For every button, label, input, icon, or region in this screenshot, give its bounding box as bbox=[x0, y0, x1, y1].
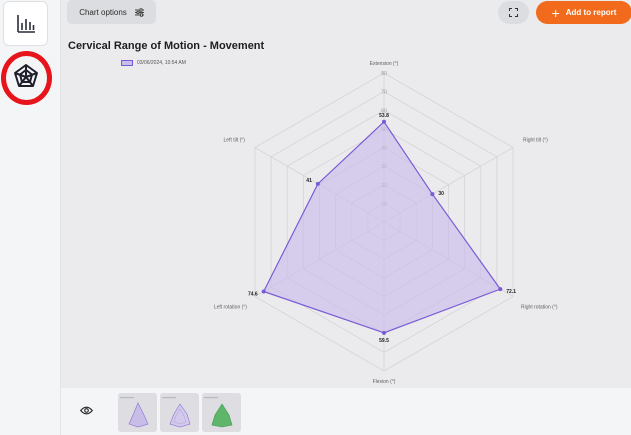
tick-label: 80 bbox=[381, 71, 387, 77]
fullscreen-icon bbox=[509, 8, 518, 17]
axis-label: Flexion (°) bbox=[373, 379, 396, 385]
data-label: 72.1 bbox=[506, 289, 516, 295]
data-label: 59.5 bbox=[379, 338, 389, 344]
thumbnail-radar-icon bbox=[120, 397, 149, 428]
sidebar bbox=[0, 0, 61, 435]
thumbnail-strip bbox=[61, 388, 631, 435]
axis-label: Left tilt (°) bbox=[224, 138, 246, 144]
chart-title: Cervical Range of Motion - Movement bbox=[68, 40, 265, 52]
radar-chart: 1020304050607080Extension (°)Right tilt … bbox=[214, 61, 558, 385]
axis-label: Right rotation (°) bbox=[521, 305, 558, 311]
axis-label: Left rotation (°) bbox=[214, 305, 247, 311]
data-label: 30 bbox=[438, 191, 444, 197]
data-label: 53.8 bbox=[379, 113, 389, 119]
data-point[interactable] bbox=[261, 289, 266, 294]
add-to-report-label: Add to report bbox=[565, 8, 617, 17]
data-point[interactable] bbox=[315, 181, 320, 186]
data-point[interactable] bbox=[382, 330, 386, 335]
tick-label: 60 bbox=[381, 108, 387, 114]
add-to-report-button[interactable]: + Add to report bbox=[536, 1, 631, 24]
thumbnail-radar-icon bbox=[204, 397, 233, 428]
tick-label: 70 bbox=[381, 90, 387, 96]
thumbnail-radar-icon bbox=[162, 397, 191, 428]
chart-thumbnail-3[interactable] bbox=[202, 393, 241, 432]
data-label: 74.6 bbox=[248, 291, 258, 297]
data-label: 41 bbox=[306, 178, 312, 184]
plus-icon: + bbox=[551, 4, 560, 21]
chart-thumbnail-1[interactable] bbox=[118, 393, 157, 432]
fullscreen-button[interactable] bbox=[498, 1, 529, 24]
legend-swatch bbox=[121, 60, 133, 66]
chart-options-button[interactable]: Chart options bbox=[67, 0, 156, 24]
data-point[interactable] bbox=[498, 287, 503, 292]
sliders-icon bbox=[134, 7, 144, 17]
axis-label: Extension (°) bbox=[370, 61, 399, 67]
axis-label: Right tilt (°) bbox=[523, 138, 548, 144]
chart-options-label: Chart options bbox=[79, 7, 127, 17]
data-point[interactable] bbox=[382, 119, 386, 124]
eye-icon[interactable] bbox=[80, 406, 93, 415]
legend-label: 03/06/2024, 10:54 AM bbox=[137, 60, 186, 66]
chart-area: Chart options + Add to report Ce bbox=[61, 0, 631, 388]
data-point[interactable] bbox=[430, 192, 435, 197]
chart-legend[interactable]: 03/06/2024, 10:54 AM bbox=[121, 60, 186, 66]
highlight-circle bbox=[1, 51, 52, 105]
bar-chart-icon bbox=[16, 14, 35, 33]
chart-thumbnail-2[interactable] bbox=[160, 393, 199, 432]
bar-chart-view-button[interactable] bbox=[3, 1, 48, 46]
